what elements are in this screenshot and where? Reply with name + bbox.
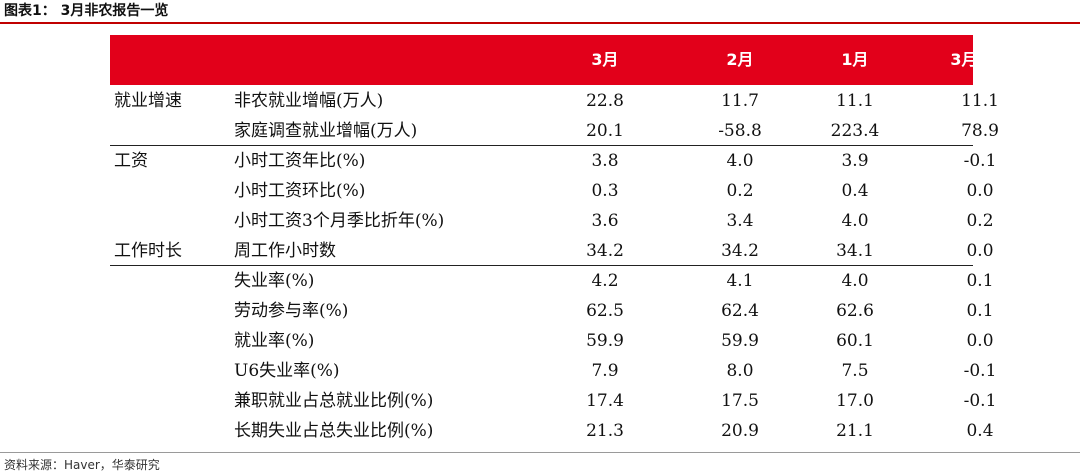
table-row: 兼职就业占总就业比例(%) 17.4 17.5 17.0 -0.1 xyxy=(110,386,996,416)
table-row: 就业增速 非农就业增幅(万人) 22.8 11.7 11.1 11.1 xyxy=(110,86,999,116)
value-change: 0.0 xyxy=(966,241,994,261)
value-change: 0.0 xyxy=(966,181,994,201)
value-jan: 60.1 xyxy=(836,331,874,351)
value-mar: 20.1 xyxy=(586,121,624,141)
value-jan: 3.9 xyxy=(841,151,869,171)
value-change: 78.9 xyxy=(961,121,999,141)
table-row: 就业率(%) 59.9 59.9 60.1 0.0 xyxy=(110,326,994,356)
value-feb: 0.2 xyxy=(726,181,754,201)
table-row: 小时工资3个月季比折年(%) 3.6 3.4 4.0 0.2 xyxy=(110,206,994,236)
value-change: 0.1 xyxy=(966,271,994,291)
value-feb: 11.7 xyxy=(721,91,759,111)
value-mar: 17.4 xyxy=(586,391,624,411)
value-jan: 223.4 xyxy=(830,121,880,141)
value-mar: 3.6 xyxy=(591,211,619,231)
row-label: 失业率(%) xyxy=(234,271,315,291)
value-feb: 4.0 xyxy=(726,151,754,171)
value-feb: -58.8 xyxy=(718,121,762,141)
value-change: -0.1 xyxy=(963,151,997,171)
table-row: 工作时长 周工作小时数 34.2 34.2 34.1 0.0 xyxy=(110,236,994,266)
caption-rule xyxy=(0,22,1080,24)
value-change: 11.1 xyxy=(961,91,999,111)
row-label: U6失业率(%) xyxy=(234,361,340,381)
value-feb: 59.9 xyxy=(721,331,759,351)
col-header-mar: 3月 xyxy=(591,50,619,69)
value-mar: 59.9 xyxy=(586,331,624,351)
value-jan: 17.0 xyxy=(836,391,874,411)
value-feb: 17.5 xyxy=(721,391,759,411)
row-label: 兼职就业占总就业比例(%) xyxy=(234,391,434,411)
table-row: 工资 小时工资年比(%) 3.8 4.0 3.9 -0.1 xyxy=(110,146,996,176)
value-jan: 34.1 xyxy=(836,241,874,261)
value-feb: 20.9 xyxy=(721,421,759,441)
group-divider xyxy=(110,265,973,266)
value-change: 0.4 xyxy=(966,421,994,441)
row-label: 就业率(%) xyxy=(234,331,315,351)
col-header-change: 3月变动 xyxy=(950,50,1010,69)
row-category: 工作时长 xyxy=(114,241,182,261)
value-mar: 4.2 xyxy=(591,271,619,291)
value-feb: 8.0 xyxy=(726,361,754,381)
group-divider xyxy=(110,145,973,146)
row-label: 小时工资环比(%) xyxy=(234,181,366,201)
row-label: 劳动参与率(%) xyxy=(234,301,349,321)
row-label: 小时工资年比(%) xyxy=(234,151,366,171)
row-label: 长期失业占总失业比例(%) xyxy=(234,421,434,441)
value-feb: 34.2 xyxy=(721,241,759,261)
row-label: 家庭调查就业增幅(万人) xyxy=(234,121,418,141)
value-mar: 0.3 xyxy=(591,181,619,201)
row-category: 工资 xyxy=(114,151,148,171)
value-mar: 62.5 xyxy=(586,301,624,321)
value-jan: 62.6 xyxy=(836,301,874,321)
value-mar: 7.9 xyxy=(591,361,619,381)
value-feb: 3.4 xyxy=(726,211,754,231)
row-category: 就业增速 xyxy=(114,91,182,111)
figure-caption: 图表1： 3月非农报告一览 xyxy=(4,3,169,19)
value-change: 0.2 xyxy=(966,211,994,231)
value-change: 0.1 xyxy=(966,301,994,321)
row-label: 周工作小时数 xyxy=(234,241,336,261)
row-label: 小时工资3个月季比折年(%) xyxy=(234,211,445,231)
table-row: 家庭调查就业增幅(万人) 20.1 -58.8 223.4 78.9 xyxy=(110,116,999,146)
value-jan: 0.4 xyxy=(841,181,869,201)
table-row: 小时工资环比(%) 0.3 0.2 0.4 0.0 xyxy=(110,176,994,206)
value-mar: 3.8 xyxy=(591,151,619,171)
value-change: -0.1 xyxy=(963,391,997,411)
table-row: 失业率(%) 4.2 4.1 4.0 0.1 xyxy=(110,266,994,296)
col-header-feb: 2月 xyxy=(726,50,754,69)
value-change: -0.1 xyxy=(963,361,997,381)
value-jan: 7.5 xyxy=(841,361,869,381)
table-header: 3月 2月 1月 3月变动 xyxy=(110,35,1010,85)
value-jan: 4.0 xyxy=(841,271,869,291)
table-row: 劳动参与率(%) 62.5 62.4 62.6 0.1 xyxy=(110,296,994,326)
value-mar: 34.2 xyxy=(586,241,624,261)
value-feb: 62.4 xyxy=(721,301,759,321)
row-label: 非农就业增幅(万人) xyxy=(234,91,384,111)
value-jan: 11.1 xyxy=(836,91,874,111)
source-note: 资料来源：Haver，华泰研究 xyxy=(4,458,160,472)
col-header-jan: 1月 xyxy=(841,50,869,69)
table-row: 长期失业占总失业比例(%) 21.3 20.9 21.1 0.4 xyxy=(110,416,994,446)
footer-rule xyxy=(0,452,1080,453)
value-feb: 4.1 xyxy=(726,271,754,291)
value-mar: 21.3 xyxy=(586,421,624,441)
value-jan: 4.0 xyxy=(841,211,869,231)
value-change: 0.0 xyxy=(966,331,994,351)
table-row: U6失业率(%) 7.9 8.0 7.5 -0.1 xyxy=(110,356,996,386)
value-jan: 21.1 xyxy=(836,421,874,441)
value-mar: 22.8 xyxy=(586,91,624,111)
